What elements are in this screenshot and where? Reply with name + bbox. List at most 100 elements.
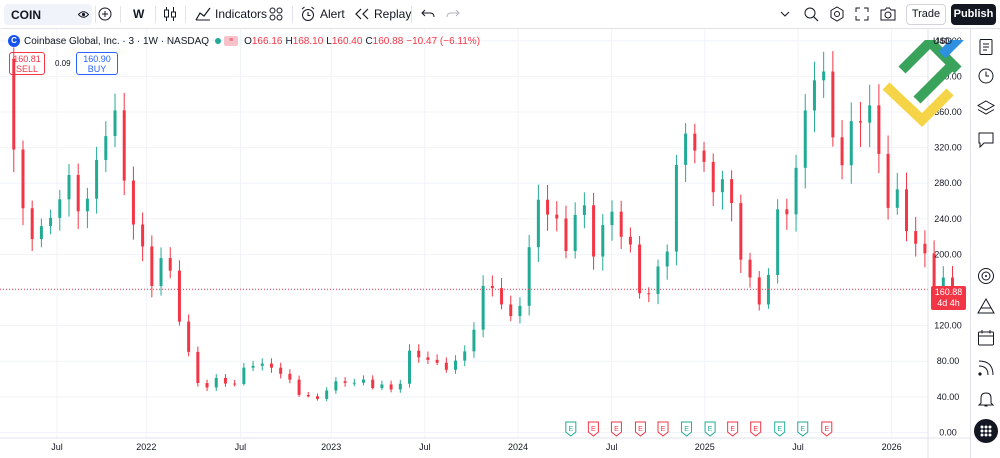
change-value: −10.47 (−6.11%) <box>406 35 481 47</box>
candle-body <box>12 58 16 150</box>
symbol-logo: C <box>8 35 20 47</box>
replay-button[interactable]: Replay <box>354 3 411 25</box>
candle-body <box>951 277 955 290</box>
templates-button[interactable] <box>269 3 283 25</box>
symbol-label: COIN <box>11 8 41 22</box>
earnings-marker-shape <box>681 421 693 437</box>
candle-body <box>840 137 844 166</box>
candle-body <box>334 381 338 391</box>
feed-icon[interactable] <box>977 359 995 377</box>
candle-body <box>223 377 227 384</box>
candle-body <box>233 383 237 385</box>
chat-icon[interactable] <box>977 131 995 149</box>
redo-icon <box>446 9 460 18</box>
redo-button[interactable] <box>446 3 460 25</box>
candle-body <box>205 383 209 388</box>
candle-body <box>371 379 375 389</box>
alert-label: Alert <box>320 7 345 21</box>
time-tick-label: Jul <box>235 442 247 452</box>
earnings-marker-shape <box>797 421 809 437</box>
bell-icon[interactable] <box>977 390 995 408</box>
candle-body <box>555 214 559 219</box>
candle-body <box>49 217 53 227</box>
quick-search-button[interactable] <box>803 3 819 25</box>
indicators-icon <box>195 7 211 21</box>
right-toolbar <box>970 29 1000 458</box>
legend-title[interactable]: Coinbase Global, Inc. · 3 · 1W · NASDAQ <box>24 35 210 47</box>
toolbar-divider <box>292 6 293 23</box>
candle-body <box>39 226 43 240</box>
buy-label: BUY <box>87 64 107 74</box>
open-key: O <box>244 35 252 47</box>
candle-body <box>794 167 798 215</box>
candle-body <box>141 224 145 247</box>
price-chart[interactable]: 0.0040.0080.00120.00160.00200.00240.0028… <box>0 29 970 458</box>
candle-body <box>619 211 623 237</box>
eye-icon[interactable] <box>78 10 89 19</box>
chart-grid <box>0 29 928 437</box>
candle-body <box>297 379 301 395</box>
candle-series <box>0 47 955 402</box>
flag-icon[interactable]: ≡ <box>224 36 239 46</box>
snapshot-button[interactable] <box>880 3 896 25</box>
symbol-search[interactable]: COIN <box>4 4 92 25</box>
candle-body <box>242 367 246 385</box>
earnings-marker-shape <box>587 421 599 437</box>
earnings-marker-label: E <box>591 426 596 433</box>
candle-body <box>417 350 421 358</box>
candle-body <box>58 199 62 218</box>
currency-selector[interactable]: USD <box>933 36 953 46</box>
candle-body <box>518 305 522 317</box>
candle-body <box>269 363 273 368</box>
alert-button[interactable]: Alert <box>300 3 345 25</box>
candle-body <box>914 231 918 244</box>
settings-button[interactable] <box>829 3 845 25</box>
pattern-icon[interactable] <box>977 297 995 315</box>
watchlist-icon[interactable] <box>977 38 995 56</box>
price-tick-label: 40.00 <box>937 392 960 402</box>
settings-icon <box>830 6 844 22</box>
sell-button[interactable]: 160.81 SELL <box>9 52 45 75</box>
trade-button[interactable]: Trade <box>906 4 946 25</box>
time-tick-label: 2024 <box>508 442 528 452</box>
price-tick-label: 400.00 <box>934 71 962 81</box>
candle-body <box>564 218 568 252</box>
publish-button[interactable]: Publish <box>951 4 996 25</box>
replay-icon <box>355 8 369 20</box>
time-tick-label: Jul <box>419 442 431 452</box>
candle-body <box>472 329 476 352</box>
indicators-label: Indicators <box>215 7 268 21</box>
candle-body <box>122 110 126 181</box>
chevron-down-icon <box>780 11 790 17</box>
fullscreen-button[interactable] <box>855 3 869 25</box>
indicators-button[interactable]: Indicators <box>195 3 267 25</box>
buy-button[interactable]: 160.90 BUY <box>76 52 118 75</box>
candle-body <box>408 350 412 384</box>
layers-icon[interactable] <box>977 99 995 117</box>
candle-body <box>196 351 200 384</box>
chart-pane[interactable]: 0.0040.0080.00120.00160.00200.00240.0028… <box>0 29 970 458</box>
earnings-marker: E <box>587 421 599 437</box>
candle-body <box>389 384 393 390</box>
earnings-marker: E <box>681 421 693 437</box>
buy-price: 160.90 <box>83 54 111 64</box>
candle-body <box>647 293 651 295</box>
sell-label: SELL <box>15 64 39 74</box>
grid-menu-button[interactable] <box>974 419 998 443</box>
earnings-marker-label: E <box>824 426 829 433</box>
calendar-icon[interactable] <box>977 329 995 347</box>
clock-icon[interactable] <box>977 67 995 85</box>
toolbar-divider <box>95 6 96 23</box>
toolbar-divider <box>411 6 412 23</box>
earnings-marker-label: E <box>568 426 573 433</box>
candle-body <box>711 161 715 193</box>
candle-body <box>260 363 264 366</box>
undo-button[interactable] <box>421 3 435 25</box>
more-button[interactable] <box>780 3 790 25</box>
candle-body <box>426 357 430 360</box>
low-value: 160.40 <box>331 35 363 47</box>
target-icon[interactable] <box>977 267 995 285</box>
interval-button[interactable]: W <box>133 7 145 21</box>
chart-type-button[interactable] <box>163 3 177 25</box>
compare-button[interactable] <box>98 3 112 25</box>
